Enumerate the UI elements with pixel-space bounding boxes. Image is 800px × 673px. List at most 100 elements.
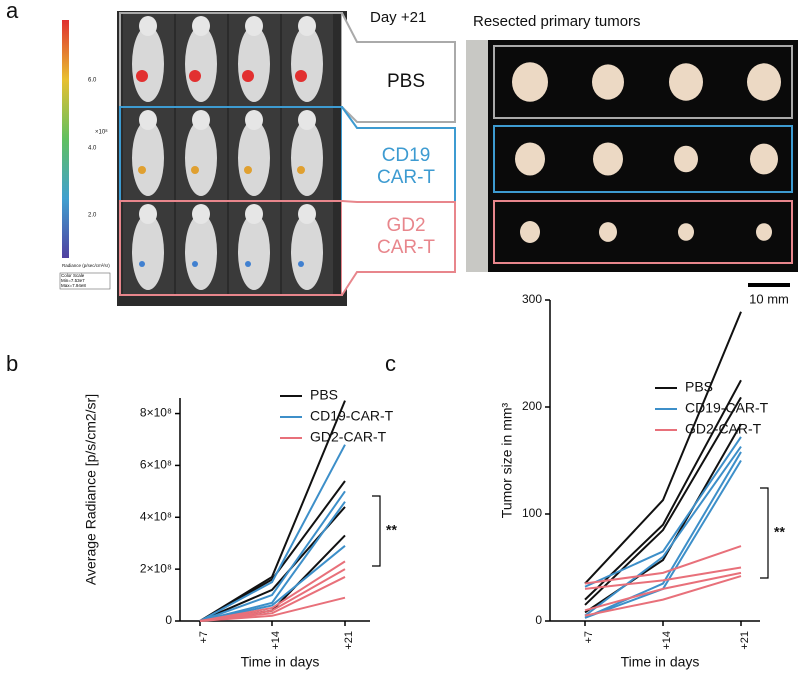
mouse-head [298,16,316,36]
mouse-head [192,16,210,36]
signal [295,70,307,82]
mouse [185,26,217,102]
signal [297,166,305,174]
signal [139,261,145,267]
y-axis-label: Tumor size in mm³ [499,402,515,518]
tumor [599,222,617,242]
significance-bracket [760,487,769,579]
legend-label: CD19-CAR-T [685,400,769,416]
x-tick-label: +14 [270,631,282,650]
y-axis-label: Average Radiance [p/s/cm2/sr] [83,394,99,585]
tumor [678,223,694,241]
mouse [238,214,270,290]
connector [341,12,456,123]
legend-label: PBS [685,379,713,395]
data-line [584,436,742,588]
mouse [238,120,270,196]
signal [242,70,254,82]
x-tick-label: +14 [661,631,673,650]
colorbar-unit: Radiance (p/sec/cm²/sr) [62,263,110,268]
mouse-head [245,110,263,130]
y-tick-label: 0 [535,613,542,627]
significance: ** [774,524,785,540]
mouse [132,26,164,102]
data-line [584,451,742,619]
x-axis-label: Time in days [241,654,320,670]
data-line [199,480,346,622]
colorbar-scale-box [59,272,111,290]
data-line [199,576,346,622]
data-line [199,596,346,622]
x-axis-label: Time in days [621,654,700,670]
tumor [750,143,778,175]
tumors [493,45,793,264]
mouse-head [245,16,263,36]
mouse-head [298,204,316,224]
signal [138,166,146,174]
ruler [466,40,488,272]
legend-label: CD19-CAR-T [310,408,394,424]
scale-bar-label: 10 mm [749,291,789,306]
mice [123,14,333,294]
signal [189,70,201,82]
colorbar [62,20,69,258]
panel-label: a [6,0,19,23]
signal [191,166,199,174]
signal [244,166,252,174]
data-line [584,575,742,617]
data-line [199,490,346,622]
connector [341,200,456,296]
colorbar-tick: 4.0 [88,146,97,152]
y-tick-label: 200 [522,399,542,413]
data-line [584,545,742,585]
mouse-head [245,204,263,224]
x-tick-label: +7 [583,631,595,644]
tumor [756,223,772,241]
mouse [291,26,323,102]
y-tick-label: 300 [522,292,542,306]
legend-label: GD2-CAR-T [310,429,387,445]
mouse-head [192,110,210,130]
signal [298,261,304,267]
mouse [185,120,217,196]
x-tick-label: +21 [343,631,355,650]
mouse [185,214,217,290]
data-line [584,566,742,590]
mouse-head [139,16,157,36]
tumor [593,142,623,176]
x-tick-label: +21 [739,631,751,650]
data-line [584,571,742,612]
colorbar-scale: Color Scale Min=7.53e7 Max=7.94e8 [61,273,86,288]
data-line [584,311,742,585]
group-label: GD2 CAR-T [377,215,435,258]
tumor [669,63,703,101]
mouse-head [192,204,210,224]
legend-label: PBS [310,387,338,403]
significance-bracket [372,495,381,567]
mouse [291,214,323,290]
group-label: PBS [387,71,425,92]
group-labels: PBS CD19 CAR-T GD2 CAR-T [119,12,456,296]
colorbar-scale-text: Color Scale Min=7.53e7 Max=7.94e8 [61,273,86,288]
y-tick-label: 0 [165,613,172,627]
tumor [515,142,545,176]
mouse-head [298,110,316,130]
tumor [512,62,548,102]
y-tick-label: 2×10⁸ [140,561,172,575]
day-label: Day +21 [370,9,426,26]
signal [136,70,148,82]
colorbar-tick: 6.0 [88,78,97,84]
data-line [584,459,742,619]
tumor [520,221,540,243]
data-line [199,444,346,622]
panel-label: c [385,351,396,376]
tumor [747,63,781,101]
signal [245,261,251,267]
resected-label: Resected primary tumors [473,13,641,30]
panel-label: b [6,351,18,376]
tumor [592,64,624,100]
mouse [238,26,270,102]
tumor [674,145,698,173]
y-tick-label: 4×10⁸ [140,509,172,523]
